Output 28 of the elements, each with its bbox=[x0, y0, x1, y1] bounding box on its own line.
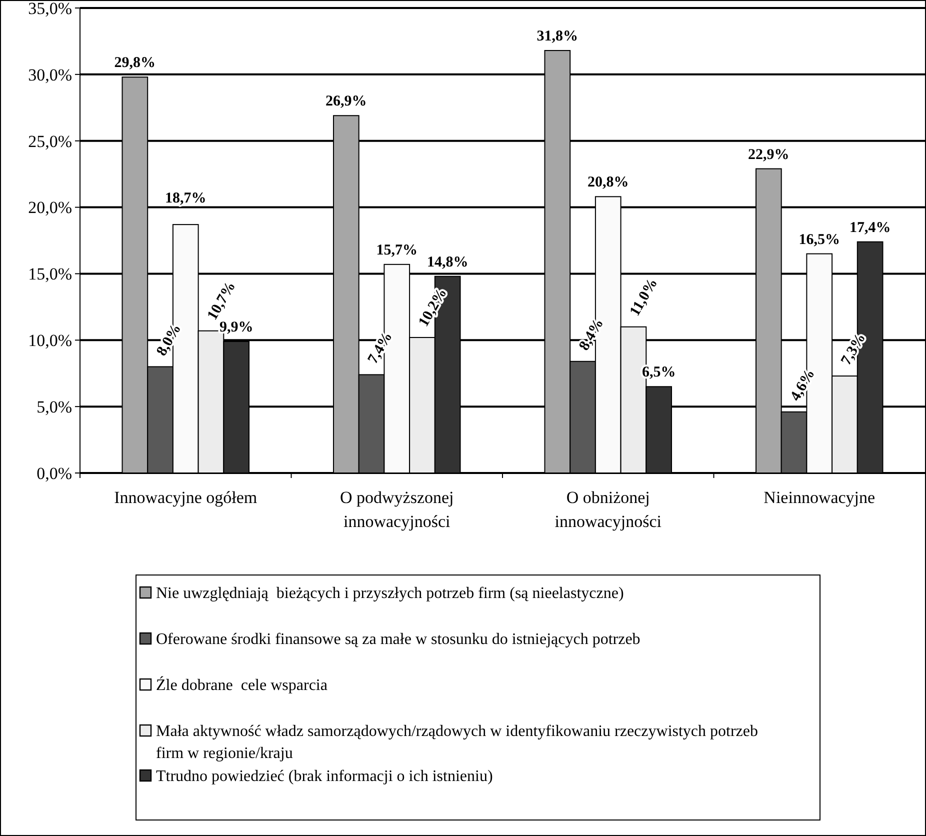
legend-label: Mała aktywność władz samorządowych/rządowych w identyfikowaniu rzeczywistych potrzeb firm w regionie/kraju bbox=[156, 723, 758, 762]
text: 29,8% bbox=[114, 55, 156, 72]
text: 26,9% bbox=[326, 94, 367, 110]
legend-label: Ttrudno powiedzieć (brak informacji o ich istnieniu) bbox=[156, 768, 493, 785]
y-tick-label: 15,0% bbox=[28, 264, 72, 284]
text: 20,8% bbox=[588, 174, 629, 191]
y-tick-label: 30,0% bbox=[28, 65, 72, 84]
y-tick-label: 0,0% bbox=[36, 464, 72, 483]
text: 31,8% bbox=[536, 28, 578, 45]
y-tick-label: 5,0% bbox=[36, 398, 72, 417]
text: 22,9% bbox=[748, 146, 790, 163]
text: 9,9% bbox=[219, 319, 254, 336]
legend-label: Oferowane środki finansowe są za małe w stosunku do istniejących potrzeb bbox=[156, 631, 640, 648]
text: 18,7% bbox=[165, 190, 206, 206]
y-tick-label: 10,0% bbox=[28, 331, 72, 350]
text: 17,4% bbox=[849, 220, 891, 236]
x-tick-label: Innowacyjne ogółem bbox=[114, 488, 258, 507]
y-tick-label: 35,0% bbox=[28, 0, 72, 18]
x-tick-label: O podwyższonej innowacyjności bbox=[340, 488, 454, 531]
y-tick-label: 20,0% bbox=[28, 198, 72, 218]
text: 15,7% bbox=[376, 242, 418, 258]
x-tick-label: O obniżonej innowacyjności bbox=[554, 488, 662, 531]
text: 14,8% bbox=[426, 254, 468, 270]
text: 16,5% bbox=[798, 232, 840, 248]
legend-label: Nie uwzględniają bieżących i przyszłych potrzeb firm (są nieelastyczne) bbox=[156, 585, 624, 602]
legend-label: Źle dobrane cele wsparcia bbox=[156, 676, 328, 694]
x-tick-label: Nieinnowacyjne bbox=[764, 488, 876, 507]
y-tick-label: 25,0% bbox=[28, 132, 72, 151]
